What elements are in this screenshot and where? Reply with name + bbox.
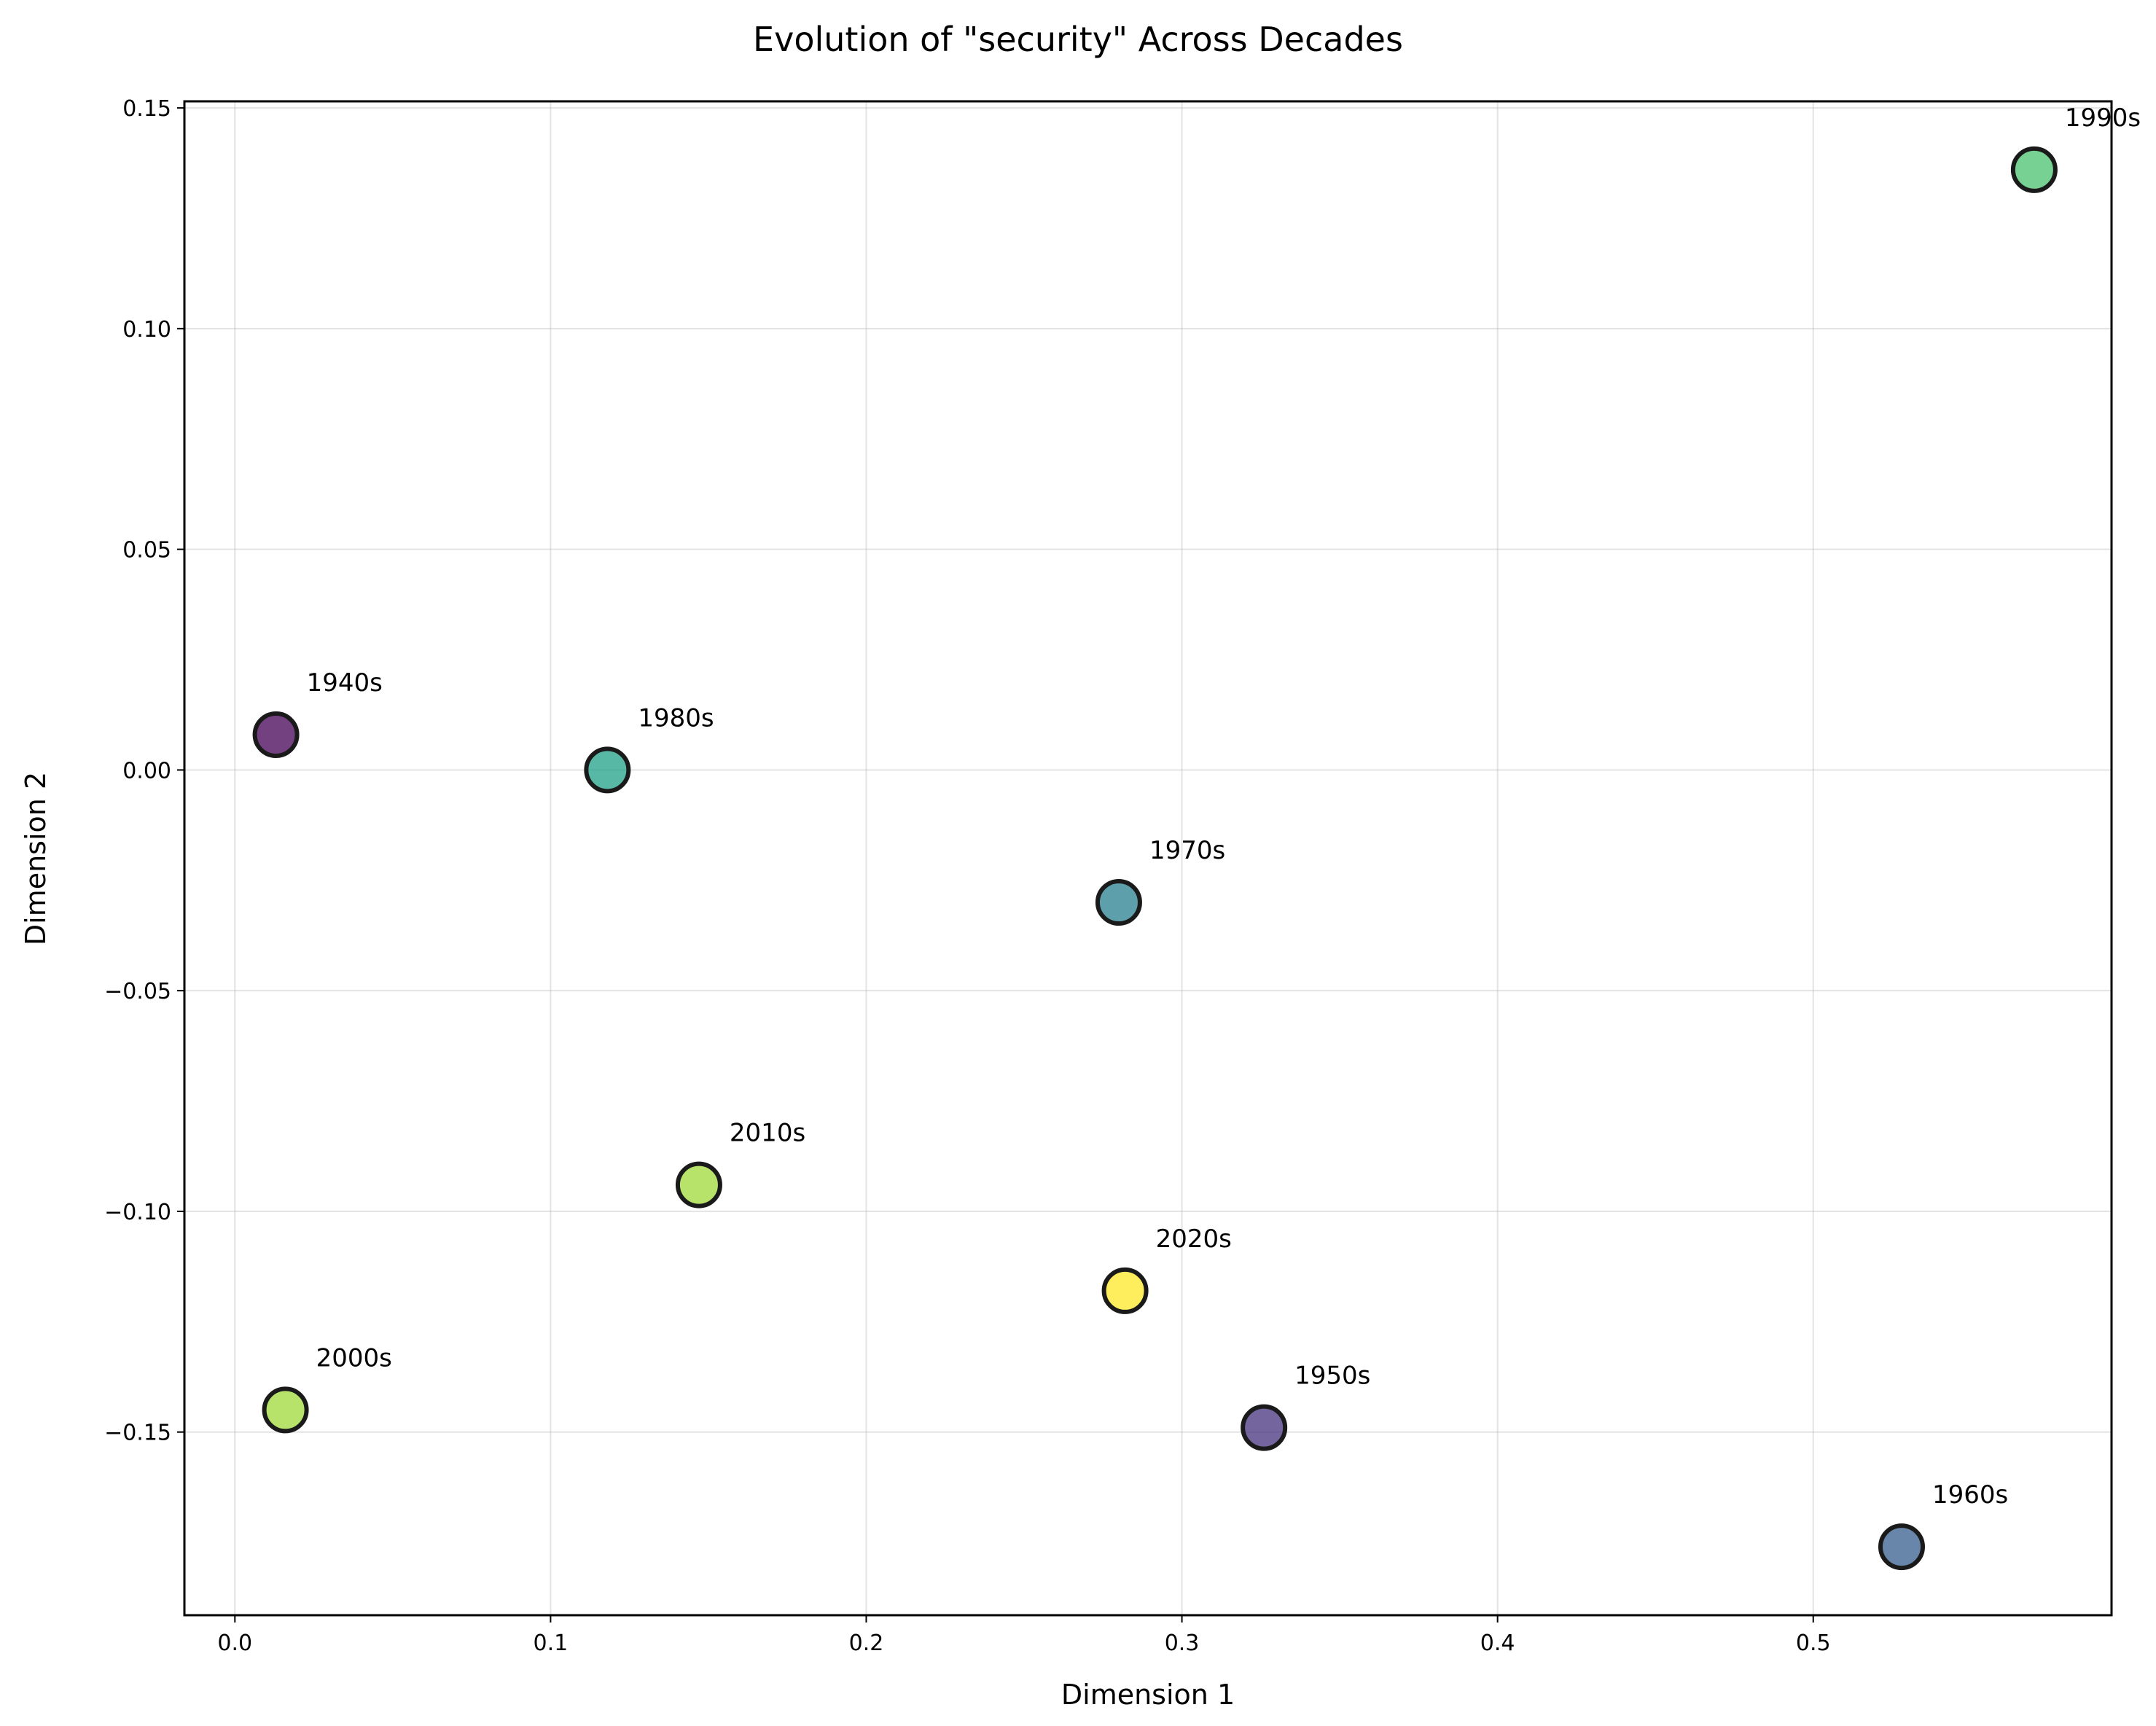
data-point-1990s bbox=[2010, 146, 2058, 193]
x-tick-label: 0.5 bbox=[1796, 1631, 1831, 1656]
y-tick-label: 0.00 bbox=[122, 758, 171, 784]
data-points bbox=[252, 146, 2058, 1571]
y-tick-label: −0.15 bbox=[104, 1421, 171, 1446]
data-point-2010s bbox=[675, 1161, 722, 1208]
point-label-1980s: 1980s bbox=[638, 703, 714, 733]
data-point-1960s bbox=[1878, 1523, 1925, 1571]
y-tick-label: 0.15 bbox=[122, 96, 171, 122]
axis-ticks: 0.0 0.1 0.2 0.3 0.4 0.5 0.15 0.10 0.05 0.00 −0.05 −… bbox=[104, 96, 1831, 1656]
point-label-1950s: 1950s bbox=[1294, 1362, 1370, 1391]
data-point-2000s bbox=[262, 1386, 309, 1434]
y-tick-label: 0.10 bbox=[122, 317, 171, 343]
grid-lines bbox=[184, 101, 2112, 1615]
point-label-2000s: 2000s bbox=[316, 1343, 392, 1372]
chart-title: Evolution of "security" Across Decades bbox=[753, 20, 1403, 59]
y-tick-label: 0.05 bbox=[122, 538, 171, 563]
point-label-2010s: 2010s bbox=[730, 1119, 805, 1148]
x-tick-label: 0.3 bbox=[1165, 1631, 1200, 1656]
y-axis-label: Dimension 2 bbox=[20, 772, 52, 945]
data-point-1940s bbox=[252, 711, 300, 758]
y-tick-label: −0.05 bbox=[104, 979, 171, 1004]
plot-frame bbox=[183, 100, 2113, 1617]
point-label-1970s: 1970s bbox=[1149, 836, 1225, 865]
point-labels: 1940s 1950s 1960s 1970s 1980s 1990s 2000s 2010s… bbox=[307, 104, 2141, 1510]
point-label-1940s: 1940s bbox=[307, 668, 383, 698]
x-tick-label: 0.1 bbox=[534, 1631, 569, 1656]
point-label-1990s: 1990s bbox=[2065, 104, 2141, 133]
x-tick-label: 0.4 bbox=[1480, 1631, 1515, 1656]
data-point-1970s bbox=[1095, 879, 1142, 926]
x-tick-label: 0.2 bbox=[849, 1631, 884, 1656]
point-label-2020s: 2020s bbox=[1156, 1225, 1232, 1254]
data-point-1950s bbox=[1241, 1404, 1288, 1451]
x-tick-label: 0.0 bbox=[217, 1631, 252, 1656]
point-label-1960s: 1960s bbox=[1932, 1480, 2008, 1510]
x-axis-label: Dimension 1 bbox=[1061, 1679, 1235, 1711]
y-tick-label: −0.10 bbox=[104, 1200, 171, 1225]
data-point-1980s bbox=[584, 746, 631, 794]
data-point-2020s bbox=[1101, 1267, 1149, 1314]
